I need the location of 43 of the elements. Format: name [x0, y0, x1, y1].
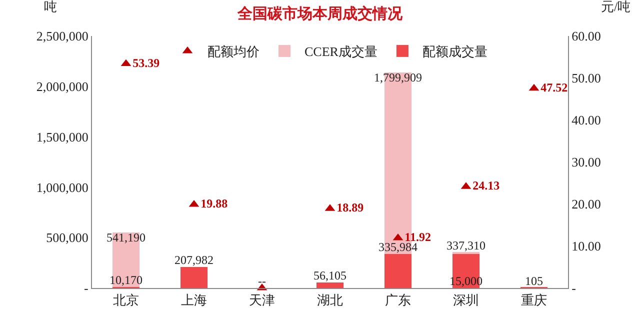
y-tick-label: 2,000,000: [36, 78, 88, 94]
x-tick-label: 北京: [113, 292, 139, 308]
bar: [384, 254, 412, 288]
x-tick-label: 天津: [249, 292, 275, 308]
data-label: 56,105: [314, 268, 346, 282]
data-label: 1,799,909: [374, 70, 422, 85]
x-tick-label: 湖北: [317, 292, 343, 308]
data-label: 24.13: [472, 178, 500, 193]
data-label: 207,982: [174, 253, 214, 268]
y2-tick-label: 10.00: [572, 238, 601, 254]
data-label: 53.39: [132, 56, 160, 70]
bar: [180, 267, 208, 288]
y-tick-label: 1,500,000: [36, 129, 88, 144]
legend-label: CCER成交量: [304, 44, 378, 60]
legend-label: 配额均价: [208, 44, 260, 60]
y2-tick-label: 30.00: [572, 154, 601, 170]
legend-label: 配额成交量: [422, 44, 488, 60]
x-tick-label: 广东: [385, 292, 411, 308]
data-label: -: [258, 274, 262, 288]
y-tick-label: -: [84, 280, 88, 296]
x-tick-label: 上海: [181, 292, 207, 308]
y2-tick-label: 40.00: [572, 112, 601, 128]
y2-tick-label: 60.00: [572, 28, 601, 44]
data-label: 47.52: [540, 80, 568, 94]
bar: [316, 282, 344, 288]
y-axis-title: 吨: [44, 0, 57, 14]
y2-tick-label: -: [572, 280, 576, 296]
y2-axis-title: 元/吨: [601, 0, 631, 14]
data-label: 19.88: [200, 196, 228, 210]
y-tick-label: 500,000: [46, 230, 88, 246]
data-label: 105: [525, 274, 543, 288]
data-label: 18.89: [336, 200, 364, 215]
y2-tick-label: 50.00: [572, 70, 601, 86]
data-label: 541,190: [106, 230, 146, 244]
y-tick-label: 1,000,000: [36, 180, 88, 195]
data-label: -: [262, 274, 266, 288]
x-tick-label: 重庆: [521, 292, 547, 308]
x-tick-label: 深圳: [453, 292, 479, 308]
y-tick-label: 2,500,000: [36, 28, 88, 44]
y2-tick-label: 20.00: [572, 196, 601, 212]
data-label: 10,170: [110, 272, 142, 287]
chart-title: 全国碳市场本周成交情况: [236, 4, 404, 22]
data-label: 337,310: [446, 238, 486, 252]
